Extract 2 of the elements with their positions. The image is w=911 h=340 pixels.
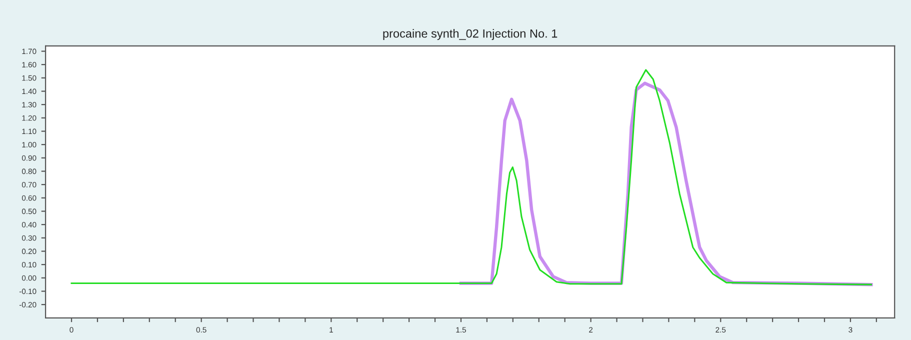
line-series: [70, 69, 872, 286]
chart-title: procaine synth_02 Injection No. 1: [383, 29, 558, 40]
